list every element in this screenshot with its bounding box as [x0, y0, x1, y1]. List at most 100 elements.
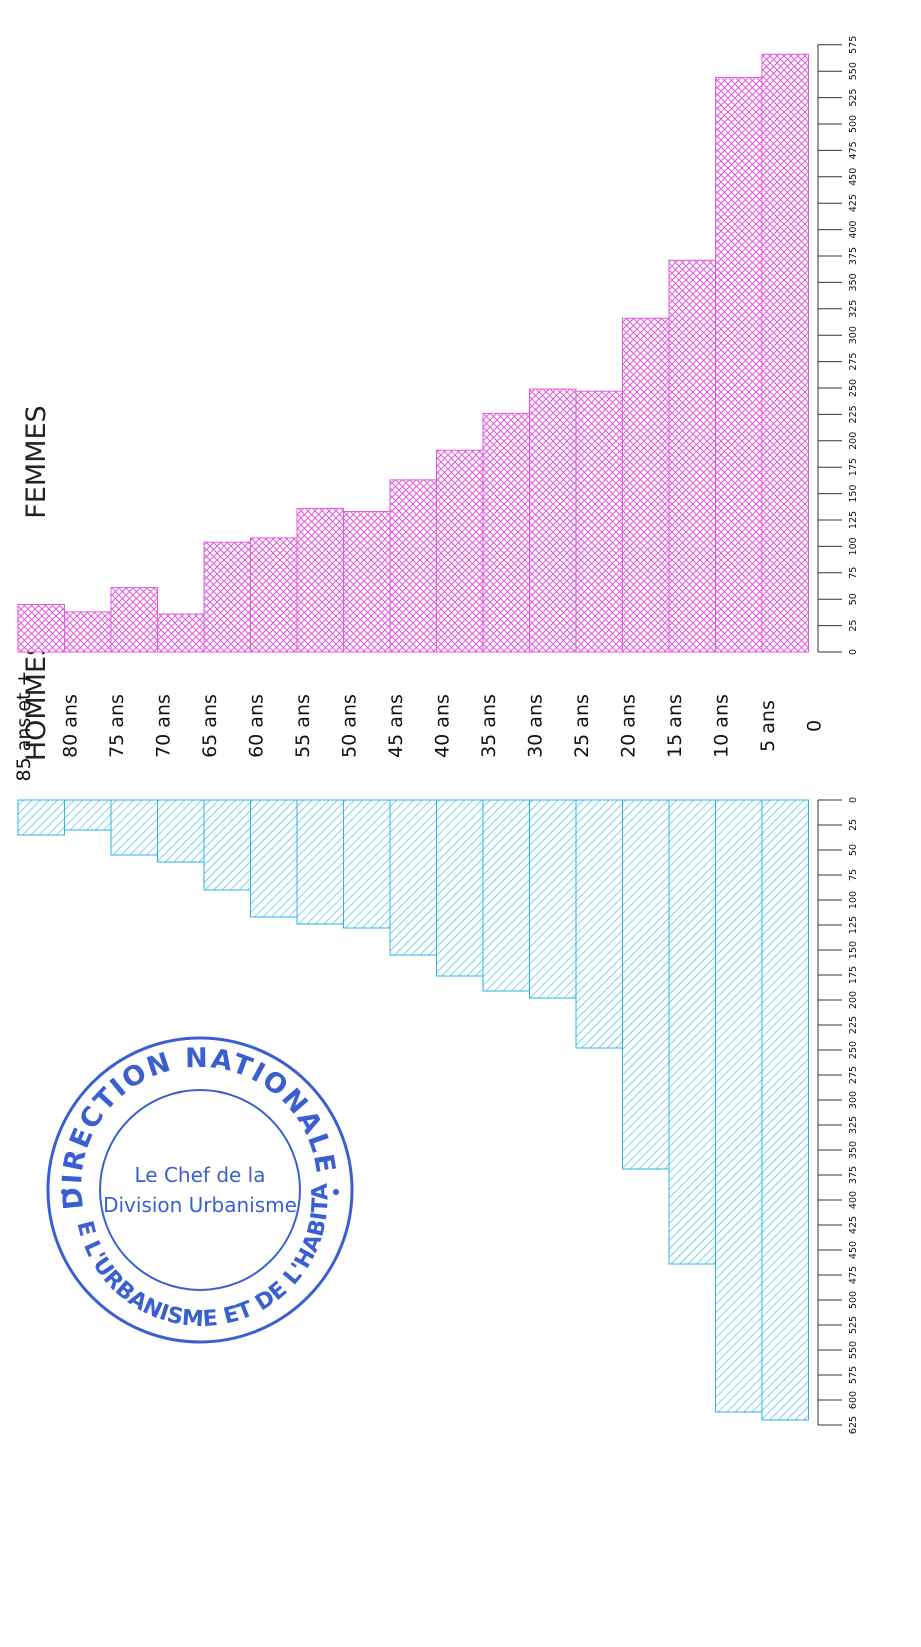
women-bar-2: [110, 587, 158, 653]
age-label-7: 50 ans: [339, 694, 361, 758]
men-axis-label-7: 175: [848, 966, 859, 984]
men-bar-11: [529, 799, 577, 999]
stamp-dot-right: [333, 1189, 339, 1195]
women-bar-14: [668, 259, 716, 653]
men-axis: 0 25 50 75 100 125 150 175 200 225 250 275 300 325 350…: [817, 797, 859, 1434]
men-series-title: HOMMES: [21, 639, 52, 761]
age-label-10: 35 ans: [478, 694, 500, 758]
age-labels-group: 85 ans et + 80 ans 75 ans 70 ans 65 ans 60 an…: [13, 671, 826, 782]
women-axis-label-23: 575: [848, 36, 859, 54]
women-axis-label-5: 125: [848, 511, 859, 529]
women-axis-label-3: 75: [848, 567, 859, 579]
men-axis-label-5: 125: [848, 916, 859, 934]
stamp-inner-ring: [99, 1089, 301, 1291]
women-bar-5: [250, 537, 298, 653]
women-bar-16: [761, 53, 809, 653]
women-bar-1: [64, 611, 112, 653]
men-bar-9: [436, 799, 484, 977]
age-label-1: 80 ans: [60, 694, 82, 758]
women-bar-8: [389, 479, 437, 653]
men-axis-label-23: 575: [848, 1366, 859, 1384]
men-bar-15: [715, 799, 763, 1413]
men-axis-label-6: 150: [848, 941, 859, 959]
age-label-5: 60 ans: [246, 694, 268, 758]
men-axis-label-19: 475: [848, 1266, 859, 1284]
women-axis-label-11: 275: [848, 353, 859, 371]
women-axis-label-4: 100: [848, 537, 859, 555]
women-axis-label-0: 0: [848, 649, 859, 655]
age-label-2: 75 ans: [106, 694, 128, 758]
stamp-inner-line-1: Le Chef de la: [135, 1163, 266, 1187]
men-axis-label-20: 500: [848, 1291, 859, 1309]
men-bar-16: [761, 799, 809, 1421]
women-axis-label-9: 225: [848, 405, 859, 423]
men-bar-10: [482, 799, 530, 992]
women-bar-6: [296, 507, 344, 653]
men-axis-label-0: 0: [848, 797, 859, 803]
men-axis-label-12: 300: [848, 1091, 859, 1109]
age-label-8: 45 ans: [385, 694, 407, 758]
men-bar-8: [389, 799, 437, 956]
women-axis-label-7: 175: [848, 458, 859, 476]
age-label-15: 10 ans: [711, 694, 733, 758]
men-axis-label-4: 100: [848, 891, 859, 909]
men-bar-0: [17, 799, 65, 836]
men-bar-1: [64, 799, 112, 831]
men-axis-label-8: 200: [848, 991, 859, 1009]
men-axis-label-11: 275: [848, 1066, 859, 1084]
women-series-title: FEMMES: [21, 405, 52, 518]
men-bar-12: [575, 799, 623, 1049]
women-axis-label-17: 425: [848, 194, 859, 212]
stamp-inner-line-2: Division Urbanisme: [103, 1193, 297, 1217]
stamp-dot-left: [61, 1189, 67, 1195]
men-axis-label-25: 625: [848, 1416, 859, 1434]
women-axis-label-20: 500: [848, 115, 859, 133]
women-axis-label-19: 475: [848, 141, 859, 159]
women-bar-3: [157, 613, 205, 653]
women-axis-label-2: 50: [848, 593, 859, 605]
women-bar-9: [436, 449, 484, 653]
women-bar-7: [343, 511, 391, 653]
men-bars-group: [17, 799, 809, 1421]
women-axis-label-10: 250: [848, 379, 859, 397]
men-bar-6: [296, 799, 344, 925]
men-axis-label-16: 400: [848, 1191, 859, 1209]
men-axis-label-15: 375: [848, 1166, 859, 1184]
women-axis-label-15: 375: [848, 247, 859, 265]
women-axis-label-22: 550: [848, 62, 859, 80]
men-axis-label-17: 425: [848, 1216, 859, 1234]
age-label-16: 5 ans: [757, 700, 779, 752]
women-axis-label-6: 150: [848, 485, 859, 503]
official-stamp: [46, 1036, 354, 1344]
women-bar-0: [17, 603, 65, 653]
men-bar-13: [622, 799, 670, 1170]
stamp-outer-ring: [46, 1036, 354, 1344]
men-bar-4: [203, 799, 251, 891]
men-axis-label-9: 225: [848, 1016, 859, 1034]
women-bar-12: [575, 390, 623, 653]
women-axis-label-8: 200: [848, 432, 859, 450]
women-axis-label-12: 300: [848, 326, 859, 344]
age-label-4: 65 ans: [199, 694, 221, 758]
women-axis-label-18: 450: [848, 168, 859, 186]
men-axis-label-24: 600: [848, 1391, 859, 1409]
men-bar-14: [668, 799, 716, 1265]
men-axis-label-21: 525: [848, 1316, 859, 1334]
women-axis-label-21: 525: [848, 89, 859, 107]
women-bar-4: [203, 541, 251, 653]
age-label-14: 15 ans: [664, 694, 686, 758]
age-label-0: 85 ans et +: [13, 671, 35, 782]
women-bar-11: [529, 388, 577, 653]
men-axis-label-2: 50: [848, 844, 859, 856]
age-label-12: 25 ans: [571, 694, 593, 758]
men-bar-2: [110, 799, 158, 856]
women-axis: 0 25 50 75 100 125 150 175 200 225 250 275 300 325 350…: [817, 36, 859, 655]
men-bar-5: [250, 799, 298, 918]
women-axis-label-13: 325: [848, 300, 859, 318]
age-label-13: 20 ans: [618, 694, 640, 758]
men-axis-label-22: 550: [848, 1341, 859, 1359]
men-axis-label-14: 350: [848, 1141, 859, 1159]
women-axis-label-14: 350: [848, 273, 859, 291]
men-axis-label-10: 250: [848, 1041, 859, 1059]
